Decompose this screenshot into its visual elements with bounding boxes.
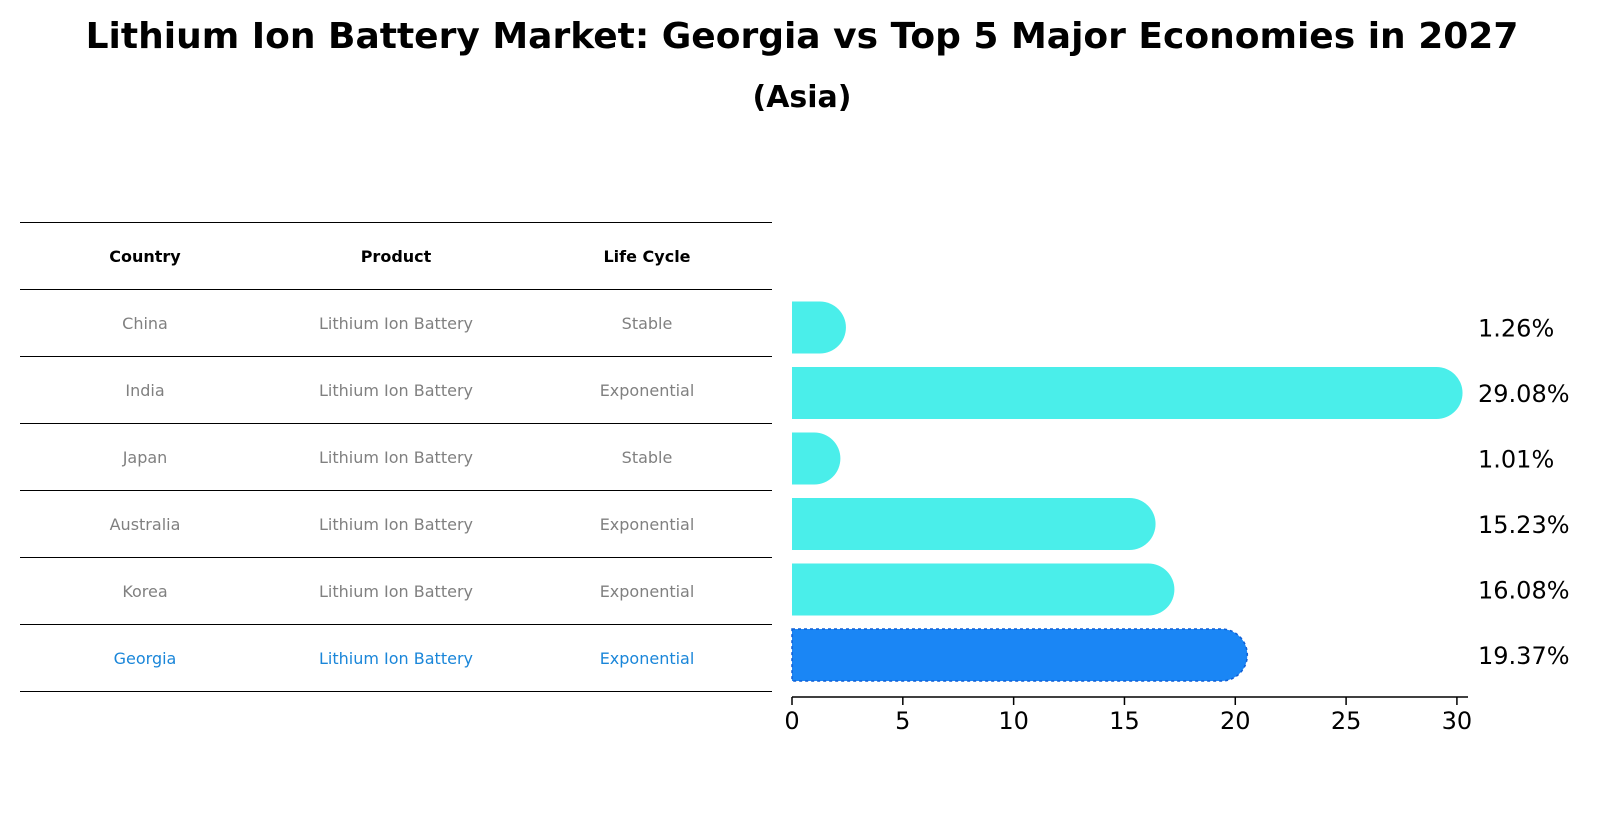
- x-tick-label: 30: [1442, 707, 1473, 735]
- bar-japan: [792, 432, 841, 485]
- x-tick-label: 5: [895, 707, 910, 735]
- bar-georgia: [791, 628, 1249, 682]
- table-row: India Lithium Ion Battery Exponential: [20, 357, 772, 424]
- data-label: 1.26%: [1478, 315, 1554, 343]
- product-cell: Lithium Ion Battery: [319, 447, 473, 467]
- table-header-row: Country Product Life Cycle: [20, 222, 772, 290]
- chart-subtitle: (Asia): [752, 80, 852, 115]
- life-cycle-cell: Exponential: [599, 648, 695, 668]
- life-cycle-cell: Exponential: [599, 514, 695, 534]
- data-label: 16.08%: [1478, 577, 1570, 605]
- life-cycle-cell: Exponential: [599, 380, 695, 400]
- table-row-highlight: Georgia Lithium Ion Battery Exponential: [20, 625, 772, 692]
- data-label: 29.08%: [1478, 380, 1570, 408]
- header-product: Product: [360, 246, 432, 266]
- x-tick-label: 20: [1220, 707, 1251, 735]
- data-label: 15.23%: [1478, 511, 1570, 539]
- bar-korea: [792, 563, 1175, 616]
- x-tick-label: 10: [998, 707, 1029, 735]
- country-cell: Georgia: [113, 648, 177, 668]
- country-cell: India: [125, 380, 165, 400]
- bar-australia: [792, 498, 1156, 550]
- table-row: China Lithium Ion Battery Stable: [20, 290, 772, 357]
- chart-title: Lithium Ion Battery Market: Georgia vs T…: [85, 16, 1519, 57]
- product-cell: Lithium Ion Battery: [319, 313, 473, 333]
- bar-china: [792, 301, 846, 354]
- table-row: Japan Lithium Ion Battery Stable: [20, 424, 772, 491]
- table-row: Korea Lithium Ion Battery Exponential: [20, 558, 772, 625]
- country-cell: Australia: [109, 514, 181, 534]
- country-cell: China: [122, 313, 168, 333]
- data-label: 19.37%: [1478, 642, 1570, 670]
- bar-india: [792, 367, 1463, 419]
- life-cycle-cell: Stable: [621, 447, 673, 467]
- country-cell: Korea: [122, 581, 168, 601]
- product-cell: Lithium Ion Battery: [319, 581, 473, 601]
- x-tick-label: 15: [1109, 707, 1140, 735]
- product-cell: Lithium Ion Battery: [319, 648, 473, 668]
- life-cycle-cell: Stable: [621, 313, 673, 333]
- product-cell: Lithium Ion Battery: [319, 514, 473, 534]
- table-row: Australia Lithium Ion Battery Exponentia…: [20, 491, 772, 558]
- product-cell: Lithium Ion Battery: [319, 380, 473, 400]
- header-country: Country: [109, 246, 181, 266]
- x-tick-label: 25: [1331, 707, 1362, 735]
- market-table: Country Product Life Cycle China Lithium…: [20, 222, 772, 692]
- data-label: 1.01%: [1478, 446, 1554, 474]
- life-cycle-cell: Exponential: [599, 581, 695, 601]
- country-cell: Japan: [122, 447, 168, 467]
- x-tick-label: 0: [784, 707, 799, 735]
- header-life-cycle: Life Cycle: [603, 246, 691, 266]
